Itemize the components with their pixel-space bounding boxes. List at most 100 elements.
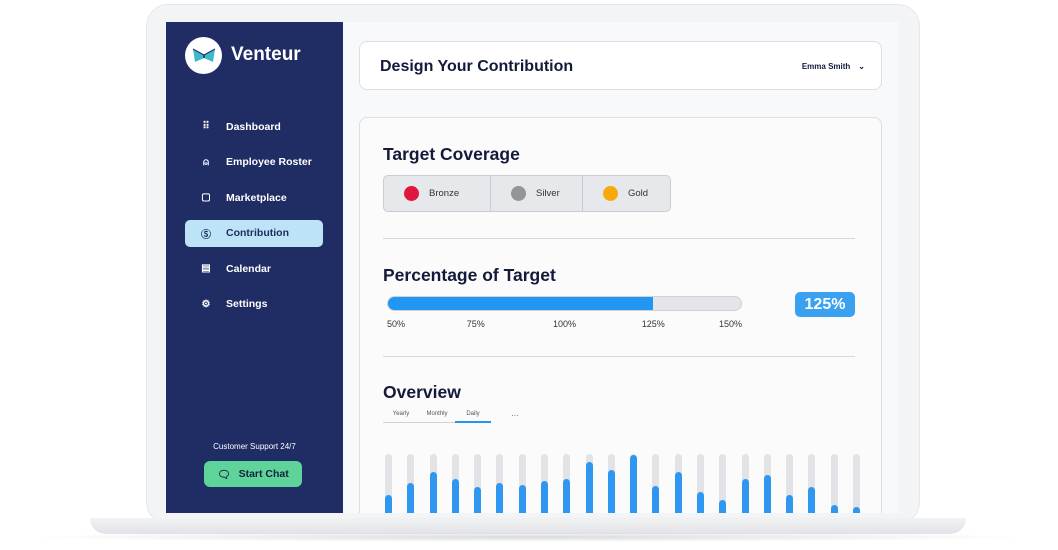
- coverage-option-silver[interactable]: Silver: [491, 176, 583, 211]
- gear-icon: ⚙: [201, 298, 211, 310]
- overview-bar-value: [830, 505, 838, 513]
- coverage-title: Target Coverage: [383, 144, 520, 164]
- page-title: Design Your Contribution: [380, 58, 574, 75]
- overview-bar-value: [585, 461, 593, 513]
- sidebar-item-dashboard[interactable]: ⠿ Dashboard: [185, 113, 323, 140]
- overview-bar: [808, 454, 816, 513]
- user-icon: ⍝: [203, 156, 209, 168]
- bronze-dot-icon: [404, 186, 419, 201]
- overview-bar-value: [763, 475, 771, 513]
- coverage-option-gold[interactable]: Gold: [583, 176, 670, 211]
- overview-bar-value: [697, 491, 704, 513]
- tick-label: 75%: [466, 319, 485, 329]
- sidebar-item-employee-roster[interactable]: ⍝ Employee Roster: [185, 149, 323, 176]
- dollar-circle-icon: Ⓢ: [201, 229, 211, 241]
- screen: Venteur ⠿ Dashboard ⍝ Employee Roster ▢ Marke…: [166, 22, 899, 513]
- venteur-logo: [185, 37, 222, 74]
- laptop-shadow: [20, 532, 1036, 542]
- tab-monthly[interactable]: Monthly: [419, 411, 455, 423]
- start-chat-label: Start Chat: [238, 468, 289, 480]
- overview-bar: [385, 454, 392, 513]
- overview-bar-value: [719, 500, 727, 513]
- overview-bar: [719, 454, 727, 513]
- sidebar-item-label: Employee Roster: [226, 156, 312, 168]
- overview-bar: [786, 454, 794, 513]
- target-percentage-badge: 125%: [795, 292, 855, 317]
- overview-bar-value: [429, 472, 437, 513]
- chevron-down-icon: ⌄: [858, 62, 865, 71]
- sidebar-item-label: Calendar: [226, 262, 271, 275]
- overview-bar: [407, 454, 415, 513]
- sidebar-item-label: Marketplace: [226, 191, 287, 204]
- tick-label: 150%: [718, 319, 742, 329]
- coverage-option-bronze[interactable]: Bronze: [384, 176, 491, 211]
- overview-bar: [585, 454, 593, 513]
- chat-icon: 🗨: [217, 468, 231, 481]
- tick-label: 50%: [387, 319, 406, 329]
- user-menu[interactable]: Emma Smith ⌄: [802, 62, 865, 71]
- overview-title: Overview: [383, 382, 461, 402]
- overview-bar: [518, 454, 526, 513]
- overview-bar-value: [674, 472, 682, 513]
- overview-bar-value: [496, 483, 504, 513]
- overview-bar: [741, 454, 749, 513]
- overview-bar: [830, 454, 838, 513]
- target-title: Percentage of Target: [383, 265, 556, 285]
- sidebar-item-calendar[interactable]: ▤ Calendar: [185, 255, 323, 282]
- sidebar-item-marketplace[interactable]: ▢ Marketplace: [185, 184, 323, 211]
- overview-bar: [763, 454, 771, 513]
- overview-bar: [496, 454, 504, 513]
- overview-bar: [674, 454, 682, 513]
- sidebar-item-settings[interactable]: ⚙ Settings: [185, 291, 323, 318]
- overview-bar: [652, 454, 660, 513]
- overview-bar-value: [451, 479, 459, 513]
- user-name: Emma Smith: [801, 62, 851, 71]
- overview-bar-value: [786, 495, 794, 513]
- overview-bar-value: [385, 495, 392, 513]
- tab-daily[interactable]: Daily: [455, 411, 491, 423]
- start-chat-button[interactable]: 🗨 Start Chat: [204, 461, 302, 487]
- divider: [383, 356, 855, 357]
- sidebar-item-label: Contribution: [226, 227, 289, 239]
- overview-bar: [429, 454, 437, 513]
- laptop-base: [90, 518, 966, 534]
- target-slider-fill: [388, 297, 653, 310]
- overview-bar: [853, 454, 860, 513]
- overview-bar-value: [407, 483, 415, 513]
- overview-bar-value: [541, 481, 548, 513]
- overview-bar-value: [518, 485, 526, 513]
- brand-name: Venteur: [231, 44, 301, 65]
- header: Design Your Contribution Emma Smith ⌄: [359, 41, 882, 90]
- option-label: Gold: [628, 188, 649, 199]
- overview-tabs: Yearly Monthly Daily ···: [383, 411, 519, 423]
- overview-bar-value: [607, 470, 615, 513]
- calendar-icon: ▤: [201, 263, 211, 274]
- contribution-card: Target Coverage Bronze Silver Gold Perce…: [359, 117, 882, 513]
- option-label: Silver: [536, 188, 560, 199]
- overview-bar: [607, 454, 615, 513]
- overview-bar: [697, 454, 704, 513]
- sidebar-item-contribution[interactable]: Ⓢ Contribution: [185, 219, 323, 247]
- overview-bar-value: [853, 507, 860, 513]
- shopping-bag-icon: ▢: [201, 192, 211, 203]
- sidebar-item-label: Settings: [226, 298, 268, 310]
- more-icon[interactable]: ···: [511, 411, 519, 420]
- overview-bar-value: [630, 454, 638, 513]
- tick-label: 125%: [641, 319, 665, 329]
- sidebar-item-label: Dashboard: [226, 120, 281, 133]
- overview-bar-value: [808, 487, 816, 513]
- tick-label: 100%: [552, 319, 577, 329]
- divider: [383, 238, 855, 239]
- silver-dot-icon: [511, 186, 526, 201]
- support-text: Customer Support 24/7: [213, 442, 296, 451]
- overview-bar-value: [474, 487, 482, 513]
- overview-bar: [541, 454, 548, 513]
- overview-bar: [474, 454, 482, 513]
- overview-bar-value: [652, 486, 660, 513]
- overview-bar: [563, 454, 571, 513]
- sidebar: Venteur ⠿ Dashboard ⍝ Employee Roster ▢ Marke…: [166, 22, 343, 513]
- target-slider[interactable]: [387, 296, 742, 311]
- overview-bar: [451, 454, 459, 513]
- tab-yearly[interactable]: Yearly: [383, 411, 419, 423]
- overview-bar-chart: [385, 454, 860, 513]
